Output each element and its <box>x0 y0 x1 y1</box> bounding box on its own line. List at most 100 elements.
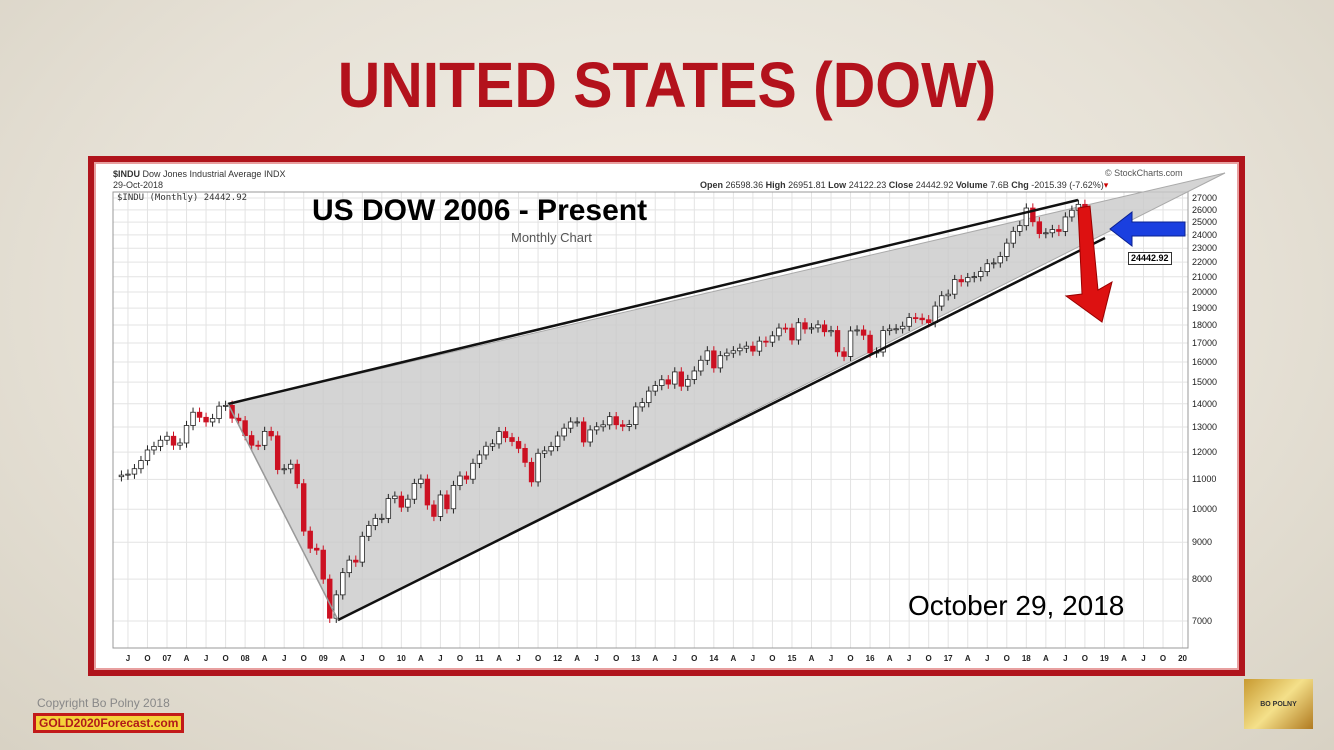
chart-date: 29-Oct-2018 <box>113 180 164 190</box>
copyright: Copyright Bo Polny 2018 <box>37 696 170 710</box>
candle <box>899 325 906 330</box>
x-tick-label: O <box>1081 654 1089 663</box>
candle <box>1036 221 1043 234</box>
candle <box>567 421 574 429</box>
candle <box>366 525 372 537</box>
x-tick-label: O <box>300 654 307 663</box>
candle <box>242 420 248 436</box>
x-tick-label: J <box>438 654 443 663</box>
x-tick-label: A <box>964 654 971 663</box>
candle <box>353 559 359 563</box>
x-tick-label: 17 <box>943 654 953 663</box>
x-tick-label: O <box>1003 654 1010 663</box>
x-tick-label: J <box>281 654 287 663</box>
index-name: Dow Jones Industrial Average <box>142 169 262 179</box>
x-tick-label: J <box>672 654 677 663</box>
y-tick-label: 26000 <box>1192 204 1218 215</box>
candle <box>294 463 300 485</box>
x-tick-label: J <box>750 654 756 663</box>
x-tick-label: O <box>613 654 620 663</box>
candle <box>164 435 170 441</box>
x-tick-label: J <box>125 654 131 663</box>
x-tick-label: 08 <box>240 654 250 663</box>
candle <box>157 439 164 447</box>
x-tick-label: J <box>516 654 521 663</box>
candle <box>183 425 190 444</box>
x-tick-label: J <box>594 654 599 663</box>
plot-border <box>112 191 1189 649</box>
x-tick-label: O <box>769 654 776 663</box>
candle <box>287 463 294 470</box>
x-tick-label: O <box>222 654 229 663</box>
candle <box>659 379 665 386</box>
candle <box>626 424 632 427</box>
y-tick-label: 17000 <box>1192 337 1218 348</box>
slide-title: UNITED STATES (DOW) <box>337 49 997 121</box>
x-tick-label: A <box>1042 654 1049 663</box>
candle <box>515 441 522 449</box>
chg-value: -2015.39 (-7.62%) <box>1031 180 1104 190</box>
candle <box>782 327 789 330</box>
candle <box>346 559 352 574</box>
candle <box>580 421 587 443</box>
bo-polny-logo: BO POLNY <box>1244 679 1313 729</box>
candle <box>138 460 144 470</box>
candle <box>574 421 580 424</box>
x-tick-label: A <box>1121 654 1127 663</box>
x-tick-label: O <box>847 654 854 663</box>
candle <box>991 262 997 265</box>
candle <box>795 322 802 341</box>
candle <box>860 329 867 336</box>
low-label: Low <box>828 180 847 190</box>
candle <box>301 483 307 532</box>
x-tick-label: 16 <box>865 654 875 663</box>
candle <box>431 504 437 517</box>
candle <box>1023 207 1030 227</box>
candle <box>808 327 815 330</box>
y-tick-label: 15000 <box>1192 377 1218 388</box>
chart-symbol-line: $INDU Dow Jones Industrial Average INDX <box>113 169 285 179</box>
candle <box>268 430 274 437</box>
candle <box>978 271 984 278</box>
candle <box>867 334 873 354</box>
x-tick-label: O <box>1159 654 1167 663</box>
candle <box>248 435 255 446</box>
candle <box>385 498 392 519</box>
x-tick-label: A <box>417 654 424 663</box>
blue-arrow-icon <box>1109 210 1186 248</box>
candle <box>646 390 652 403</box>
ohlc-line: Open 26598.36 High 26951.81 Low 24122.23… <box>700 180 1108 190</box>
candle <box>203 416 209 423</box>
candle <box>678 371 684 387</box>
x-tick-label: 07 <box>162 654 172 663</box>
candle <box>997 256 1003 264</box>
high-label: High <box>765 180 786 190</box>
price-tag: 24442.92 <box>1128 252 1172 265</box>
candle <box>906 317 912 327</box>
candle <box>261 430 268 446</box>
candle <box>919 317 925 321</box>
x-tick-label: O <box>691 654 698 663</box>
candle <box>847 330 854 357</box>
low-value: 24122.23 <box>848 180 887 190</box>
candle <box>541 450 548 454</box>
volume-label: Volume <box>955 180 988 190</box>
close-label: Close <box>888 180 914 190</box>
site-link[interactable]: GOLD2020Forecast.com <box>33 713 185 733</box>
candle <box>1069 209 1075 218</box>
candle <box>125 473 131 476</box>
candle <box>255 444 261 447</box>
x-tick-label: A <box>886 654 893 663</box>
candle <box>502 431 509 438</box>
candle <box>405 498 411 508</box>
candle <box>606 416 613 426</box>
candle <box>1030 207 1036 223</box>
y-tick-label: 23000 <box>1192 243 1218 254</box>
candle <box>737 347 743 352</box>
x-tick-label: A <box>574 654 581 663</box>
candle <box>912 317 919 320</box>
x-tick-label: A <box>496 654 502 663</box>
candle <box>372 517 379 526</box>
candle <box>672 371 678 385</box>
candle <box>730 350 737 354</box>
